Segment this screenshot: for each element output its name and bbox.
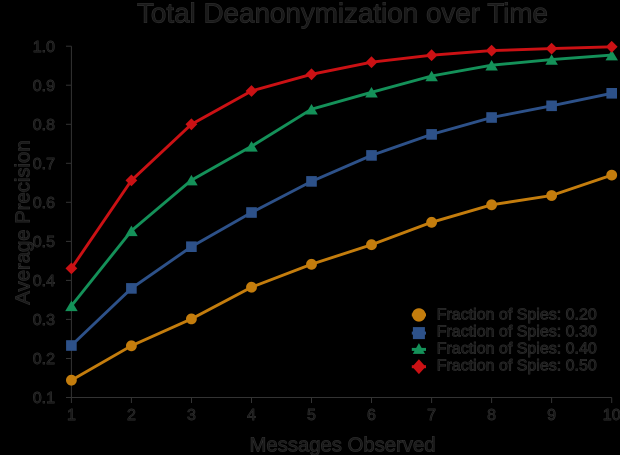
svg-text:1: 1: [67, 407, 76, 424]
svg-text:Fraction of Spies: 0.30: Fraction of Spies: 0.30: [437, 323, 597, 340]
svg-text:0.6: 0.6: [33, 195, 55, 212]
svg-text:8: 8: [487, 407, 496, 424]
svg-text:0.9: 0.9: [33, 78, 55, 95]
svg-text:9: 9: [547, 407, 556, 424]
svg-text:2: 2: [127, 407, 136, 424]
svg-text:Average Precision: Average Precision: [13, 140, 35, 304]
svg-text:Fraction of Spies: 0.50: Fraction of Spies: 0.50: [437, 357, 597, 374]
svg-text:1.0: 1.0: [33, 39, 55, 56]
svg-text:Messages Observed: Messages Observed: [250, 435, 436, 455]
svg-text:Fraction of Spies: 0.20: Fraction of Spies: 0.20: [437, 306, 597, 323]
svg-text:0.1: 0.1: [33, 390, 55, 407]
svg-text:6: 6: [367, 407, 376, 424]
svg-text:0.7: 0.7: [33, 156, 55, 173]
svg-text:0.8: 0.8: [33, 117, 55, 134]
svg-text:5: 5: [307, 407, 316, 424]
svg-text:7: 7: [427, 407, 436, 424]
svg-text:Fraction of Spies: 0.40: Fraction of Spies: 0.40: [437, 340, 597, 357]
svg-text:4: 4: [247, 407, 256, 424]
svg-text:3: 3: [187, 407, 196, 424]
svg-text:10: 10: [603, 407, 620, 424]
svg-text:0.5: 0.5: [33, 234, 55, 251]
svg-text:0.4: 0.4: [33, 273, 55, 290]
svg-text:0.2: 0.2: [33, 351, 55, 368]
svg-text:Total Deanonymization over Tim: Total Deanonymization over Time: [137, 0, 548, 29]
svg-text:0.3: 0.3: [33, 312, 55, 329]
